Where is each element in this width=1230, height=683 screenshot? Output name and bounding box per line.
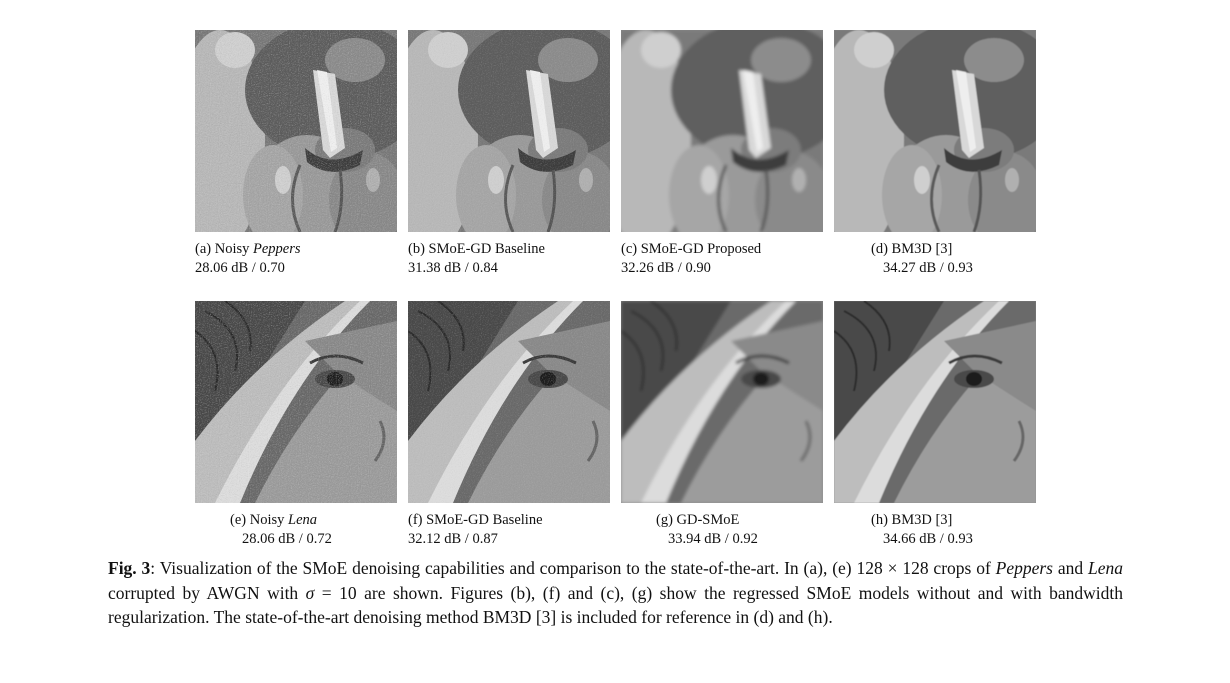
panel-b-image (408, 30, 610, 232)
panel-h-caption: (h) BM3D [3] 34.66 dB / 0.93 (871, 512, 973, 547)
panel-d-caption: (d) BM3D [3] 34.27 dB / 0.93 (871, 241, 973, 276)
panel-g-caption: (g) GD-SMoE 33.94 dB / 0.92 (656, 512, 758, 547)
panel-c-image (621, 30, 823, 232)
panel-a-image (195, 30, 397, 232)
panel-e-caption: (e) Noisy Lena 28.06 dB / 0.72 (230, 512, 332, 547)
panel-c-caption: (c) SMoE-GD Proposed 32.26 dB / 0.90 (621, 241, 762, 276)
panel-g-image (621, 301, 823, 503)
panel-b-caption: (b) SMoE-GD Baseline 31.38 dB / 0.84 (408, 241, 545, 276)
panel-a-caption: (a) Noisy Peppers 28.06 dB / 0.70 (195, 241, 301, 276)
figure-caption: Fig. 3: Visualization of the SMoE denois… (108, 558, 1123, 627)
panel-f-image (408, 301, 610, 503)
panel-f-caption: (f) SMoE-GD Baseline 32.12 dB / 0.87 (408, 512, 543, 547)
panel-d-image (834, 30, 1036, 232)
panel-e-image (195, 301, 397, 503)
panel-h-image (834, 301, 1036, 503)
figure-label: Fig. 3 (108, 558, 151, 578)
